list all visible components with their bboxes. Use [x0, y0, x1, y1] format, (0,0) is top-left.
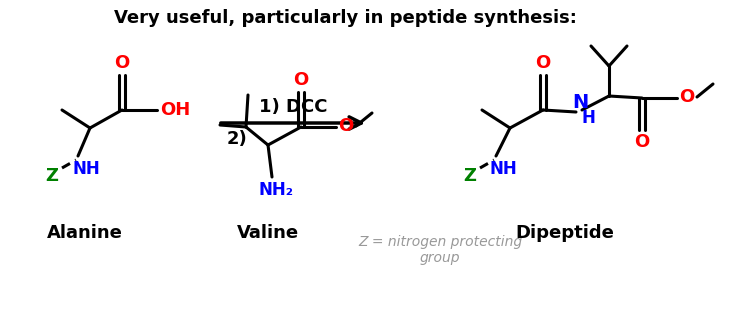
Text: O: O — [293, 71, 309, 89]
Text: Z = nitrogen protecting
group: Z = nitrogen protecting group — [358, 235, 522, 265]
Text: Z: Z — [46, 167, 58, 185]
Text: NH: NH — [72, 160, 100, 178]
Text: 2): 2) — [226, 130, 247, 148]
Text: Valine: Valine — [237, 224, 299, 242]
Text: 1) DCC: 1) DCC — [259, 98, 327, 116]
Text: NH: NH — [489, 160, 517, 178]
Text: NH₂: NH₂ — [258, 181, 294, 199]
Text: O: O — [115, 54, 130, 72]
Text: O: O — [679, 88, 695, 106]
Text: Very useful, particularly in peptide synthesis:: Very useful, particularly in peptide syn… — [113, 9, 576, 27]
Text: Dipeptide: Dipeptide — [516, 224, 614, 242]
Text: O: O — [634, 133, 650, 151]
Text: O: O — [338, 117, 354, 135]
Text: N: N — [572, 92, 588, 112]
Text: O: O — [535, 54, 551, 72]
Text: OH: OH — [160, 101, 190, 119]
Text: Z: Z — [463, 167, 477, 185]
Text: Alanine: Alanine — [47, 224, 123, 242]
Text: H: H — [581, 109, 595, 127]
